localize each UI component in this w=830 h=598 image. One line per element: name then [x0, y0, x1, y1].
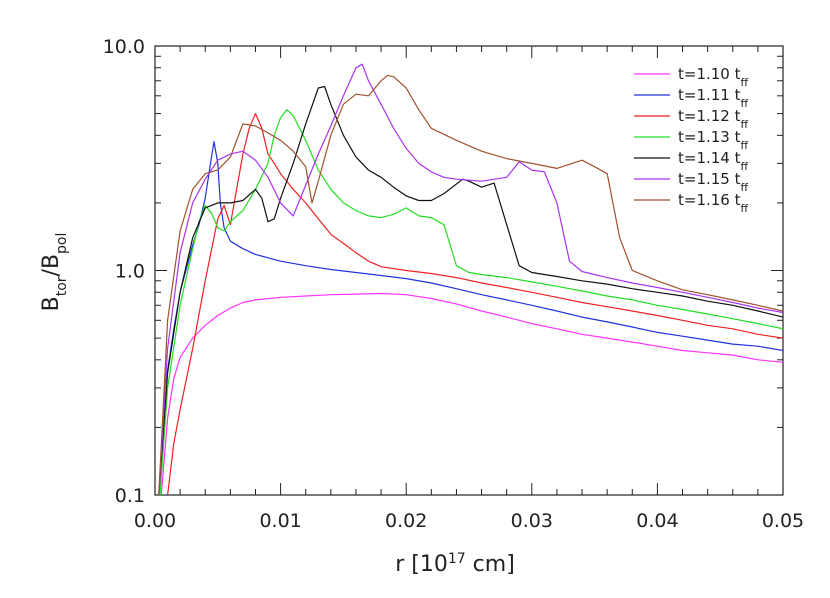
x-tick-label: 0.02 [385, 510, 427, 532]
tick-labels-layer: 0.00 0.01 0.02 0.03 0.04 0.05 0.1 1.0 10.0 [103, 36, 804, 532]
y-tick-label: 1.0 [115, 261, 145, 283]
legend-label-1: t=1.11 tff [678, 86, 749, 110]
series-line-4 [158, 85, 783, 495]
series-line-2 [167, 113, 783, 495]
y-tick-label: 0.1 [115, 485, 145, 507]
series-layer [158, 63, 783, 495]
series-line-0 [160, 292, 783, 495]
y-axis-title-sep: /B [39, 254, 64, 277]
y-axis-title-main: B [39, 296, 64, 311]
x-axis-title-unit: cm] [466, 552, 515, 577]
legend-label-6: t=1.16 tff [678, 191, 749, 215]
ticks-layer [154, 45, 784, 496]
series-line-1 [158, 141, 783, 495]
x-tick-label: 0.00 [134, 510, 176, 532]
y-axis-title-sub2: pol [54, 233, 70, 254]
x-tick-label: 0.03 [511, 510, 553, 532]
y-axis-title-sub: tor [54, 276, 70, 296]
y-tick-label: 10.0 [103, 36, 145, 58]
x-tick-label: 0.04 [636, 510, 678, 532]
legend-label-0: t=1.10 tff [678, 65, 749, 89]
legend-label-5: t=1.15 tff [678, 170, 749, 194]
series-line-5 [158, 63, 783, 495]
x-tick-label: 0.05 [762, 510, 804, 532]
x-axis-title-main: r [10 [395, 552, 448, 577]
legend-label-3: t=1.13 tff [678, 128, 749, 152]
x-tick-label: 0.01 [259, 510, 301, 532]
legend-label-4: t=1.14 tff [678, 149, 749, 173]
x-axis-title-exponent: 17 [448, 551, 466, 567]
y-axis-title: Btor/Bpol [39, 233, 70, 312]
series-line-3 [159, 109, 783, 495]
series-line-6 [158, 74, 783, 495]
legend-label-2: t=1.12 tff [678, 107, 749, 131]
x-axis-title: r [1017 cm] [395, 551, 515, 577]
